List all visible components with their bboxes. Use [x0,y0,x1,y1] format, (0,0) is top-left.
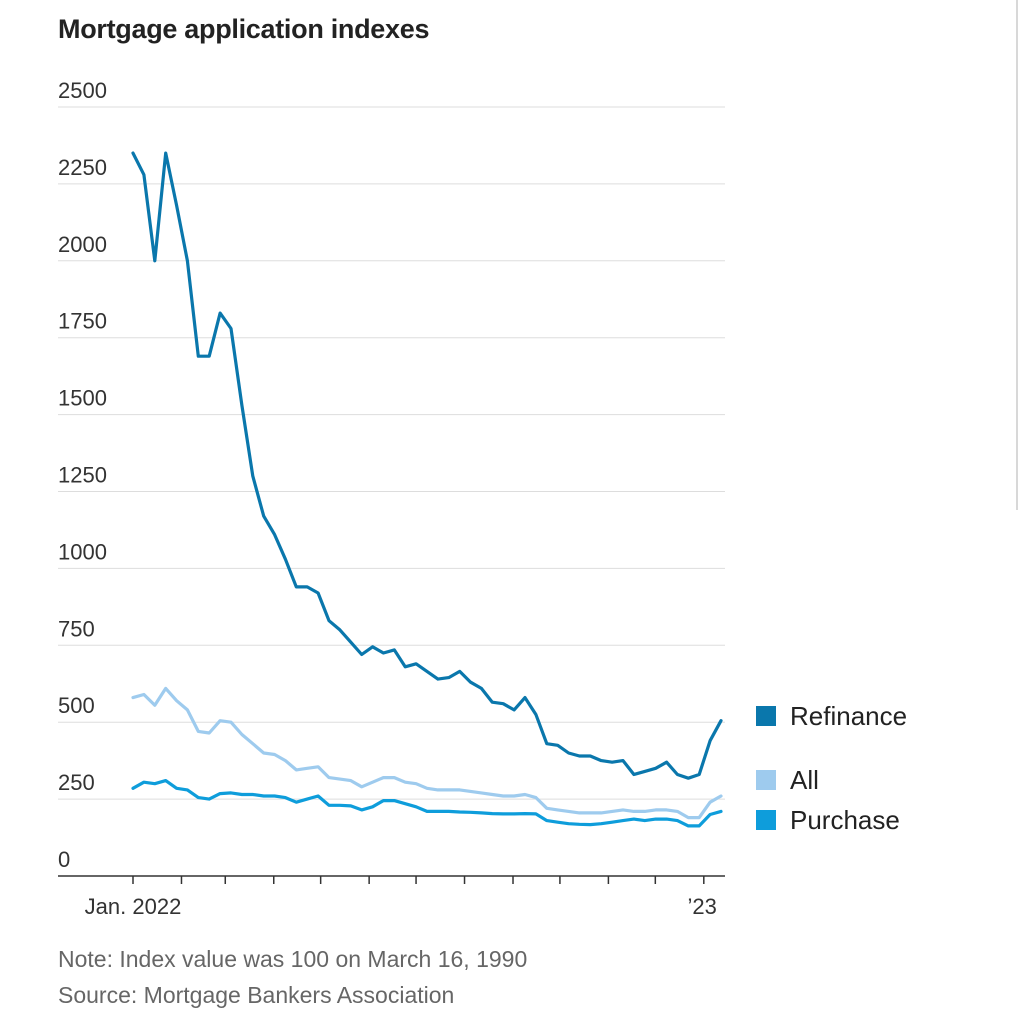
page-edge-divider [1016,0,1018,510]
chart-source: Source: Mortgage Bankers Association [58,982,455,1008]
series-lines [131,151,723,828]
series-line-refinance [131,151,723,780]
series-line-all [131,686,723,820]
y-tick-label-750: 750 [58,616,95,641]
y-tick-label-0: 0 [58,847,70,872]
legend-swatch-refinance [756,706,776,726]
y-tick-label-1000: 1000 [58,539,107,564]
gridlines [58,106,725,800]
y-tick-label-2250: 2250 [58,155,107,180]
y-tick-label-2000: 2000 [58,232,107,257]
legend-label-purchase: Purchase [790,805,900,835]
x-axis: Jan. 2022 ’23 [58,875,725,919]
legend-swatch-all [756,770,776,790]
y-tick-label-500: 500 [58,693,95,718]
x-tick-label: ’23 [688,894,717,919]
x-tick-label: Jan. 2022 [85,894,182,919]
y-axis-tick-labels: 0 250 500 750 1000 1250 1500 1750 2000 2250 2500 [58,78,107,872]
y-tick-label-250: 250 [58,770,95,795]
y-tick-label-2500: 2500 [58,78,107,103]
legend-label-all: All [790,765,819,795]
y-tick-label-1250: 1250 [58,463,107,488]
line-chart: 0 250 500 750 1000 1250 1500 1750 2000 2250 2500 J… [58,78,907,919]
legend-label-refinance: Refinance [790,701,907,731]
series-line-purchase [131,778,723,828]
y-tick-label-1500: 1500 [58,386,107,411]
y-tick-label-1750: 1750 [58,309,107,334]
chart-title: Mortgage application indexes [58,14,430,44]
legend-swatch-purchase [756,810,776,830]
chart-note: Note: Index value was 100 on March 16, 1… [58,946,528,972]
legend: Refinance All Purchase [756,701,907,835]
